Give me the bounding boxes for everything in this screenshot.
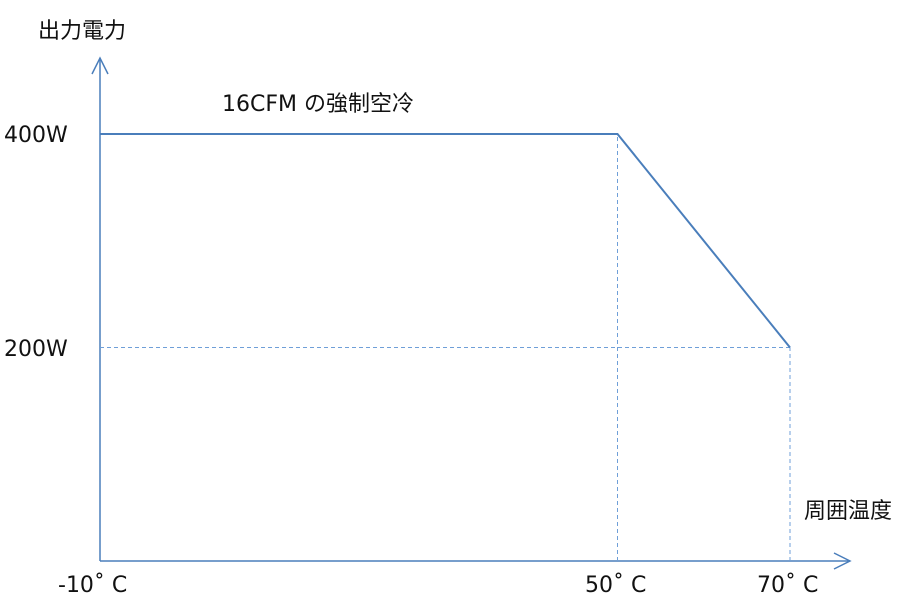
y-tick-label-400: 400W [4, 123, 68, 148]
x-axis-label: 周囲温度 [804, 499, 892, 524]
x-axis-arrow-icon [833, 552, 852, 570]
x-tick-label-minus10: -10˚ C [58, 573, 127, 598]
y-axis-arrow-icon [91, 56, 109, 75]
series-line-0 [100, 133, 791, 349]
x-tick-label-50: 50˚ C [585, 573, 646, 598]
x-tick-label-70: 70˚ C [757, 573, 818, 598]
y-tick-label-200: 200W [4, 337, 68, 362]
series-layer [100, 133, 791, 349]
annotation-label: 16CFM の強制空冷 [222, 92, 414, 117]
reference-lines [100, 134, 791, 561]
y-axis-label: 出力電力 [38, 19, 126, 44]
